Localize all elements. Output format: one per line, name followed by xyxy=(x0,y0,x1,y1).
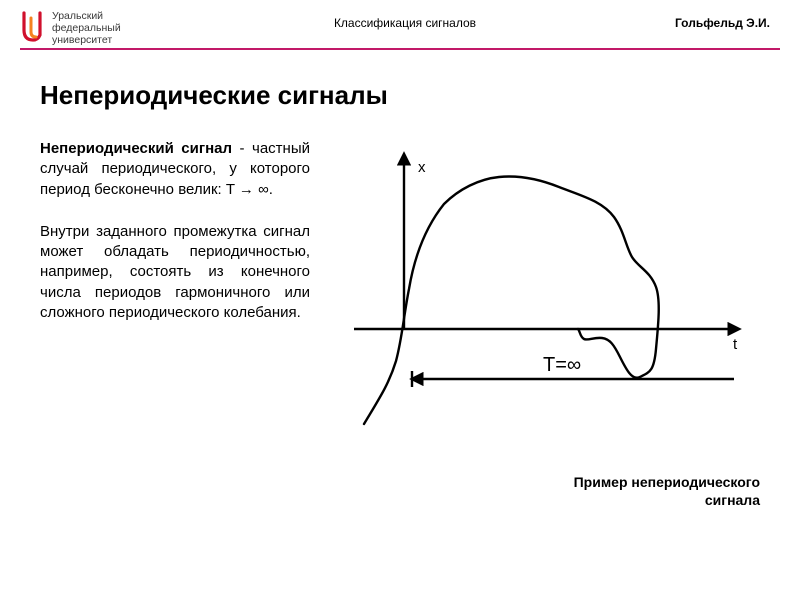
term: Непериодический сигнал xyxy=(40,140,232,157)
content-columns: Непериодический сигнал - частный случай … xyxy=(40,139,760,439)
text-column: Непериодический сигнал - частный случай … xyxy=(40,139,310,323)
logo-line-2: федеральный xyxy=(52,22,121,34)
diagram-column: xtT=∞ Пример непериодического сигнала xyxy=(334,139,760,439)
description-paragraph: Внутри заданного промежутка сигнал может… xyxy=(40,222,310,323)
university-logo: Уральский федеральный университет xyxy=(20,10,220,46)
svg-text:t: t xyxy=(733,336,738,353)
logo-text: Уральский федеральный университет xyxy=(52,10,121,46)
logo-line-3: университет xyxy=(52,34,121,46)
logo-line-1: Уральский xyxy=(52,10,121,22)
svg-text:x: x xyxy=(418,159,426,176)
header-subject: Классификация сигналов xyxy=(220,10,590,30)
signal-diagram: x t T=∞ xyxy=(334,139,754,439)
header-author: Гольфельд Э.И. xyxy=(590,10,770,30)
definition-paragraph: Непериодический сигнал - частный случай … xyxy=(40,139,310,200)
logo-mark-icon xyxy=(20,10,46,44)
svg-text:T=∞: T=∞ xyxy=(543,354,581,376)
slide-title: Непериодические сигналы xyxy=(40,80,760,111)
slide-header: Уральский федеральный университет Класси… xyxy=(0,0,800,48)
diagram-caption: Пример непериодического сигнала xyxy=(560,473,760,509)
slide-content: Непериодические сигналы Непериодический … xyxy=(0,50,800,439)
